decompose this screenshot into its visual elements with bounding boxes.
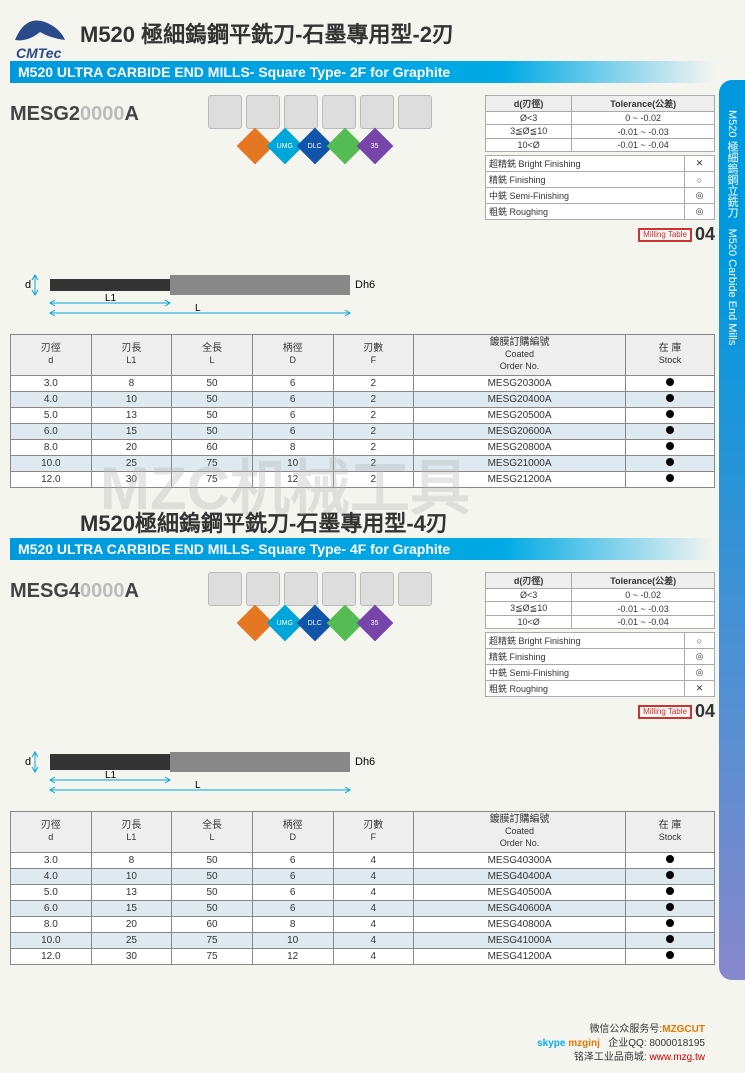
section1-table-header: 刃徑d刃長L1全長L柄徑D刃數F鍍膜訂購編號CoatedOrder No.在 庫…: [11, 335, 715, 376]
material-icon: [246, 572, 280, 606]
column-header: 全長L: [172, 812, 253, 853]
coating-diamond-icon: 35: [357, 128, 394, 165]
svg-text:L: L: [195, 780, 201, 791]
column-header: 刃數F: [333, 335, 414, 376]
table-row: 4.0105062MESG20400A: [11, 392, 715, 408]
section1-table-body: 3.085062MESG20300A4.0105062MESG20400A5.0…: [11, 376, 715, 488]
section2-table-body: 3.085064MESG40300A4.0105064MESG40400A5.0…: [11, 853, 715, 965]
coating-diamond-icon: 35: [357, 605, 394, 642]
column-header: 在 庫Stock: [625, 335, 714, 376]
table-row: 精銑 Finishing○: [486, 172, 715, 188]
table-row: 6.0155062MESG20600A: [11, 424, 715, 440]
section1-diagram: d Dh6 L1 L: [10, 255, 715, 320]
table-row: 8.0206084MESG40800A: [11, 917, 715, 933]
table-row: 3≦Ø≦10-0.01 ~ -0.03: [486, 602, 715, 616]
table-row: 4.0105064MESG40400A: [11, 869, 715, 885]
column-header: 鍍膜訂購編號CoatedOrder No.: [414, 335, 626, 376]
column-header: 刃長L1: [91, 335, 172, 376]
material-icon: [360, 572, 394, 606]
material-icon: [398, 572, 432, 606]
table-row: 10.02575104MESG41000A: [11, 933, 715, 949]
table-row: 5.0135064MESG40500A: [11, 885, 715, 901]
section2-diagram: d Dh6 L1 L: [10, 732, 715, 797]
section1-icons: UMGDLC35: [208, 95, 477, 159]
table-row: 超精銑 Bright Finishing○: [486, 633, 715, 649]
section2-mini-tables: d(刃徑)Tolerance(公差) Ø<30 ~ -0.023≦Ø≦10-0.…: [485, 572, 715, 722]
table-row: Ø<30 ~ -0.02: [486, 589, 715, 602]
table-row: 6.0155064MESG40600A: [11, 901, 715, 917]
material-icon: [322, 95, 356, 129]
section2-finish-body: 超精銑 Bright Finishing○精銑 Finishing◎中銑 Sem…: [486, 633, 715, 697]
section1-title-en: M520 ULTRA CARBIDE END MILLS- Square Typ…: [10, 61, 715, 83]
table-row: 中銑 Semi-Finishing◎: [486, 188, 715, 204]
milling-badge: Milling Table04: [485, 224, 715, 245]
table-row: 粗銑 Roughing✕: [486, 681, 715, 697]
table-row: 10<Ø-0.01 ~ -0.04: [486, 616, 715, 629]
section1-model: MESG20000A: [10, 95, 200, 126]
section1-title-cn: M520 極細鎢鋼平銑刀-石墨專用型-2刃: [80, 17, 454, 49]
svg-text:d: d: [25, 756, 31, 768]
side-tab: M520 極細鎢鋼立銑刀 M520 Carbide End Mills: [719, 80, 745, 980]
table-row: 3.085064MESG40300A: [11, 853, 715, 869]
svg-text:d: d: [25, 279, 31, 291]
section1-mini-tables: d(刃徑)Tolerance(公差) Ø<30 ~ -0.023≦Ø≦10-0.…: [485, 95, 715, 245]
milling-badge: Milling Table04: [485, 701, 715, 722]
material-icon: [208, 572, 242, 606]
material-icon: [360, 95, 394, 129]
material-icon: [246, 95, 280, 129]
table-row: 12.03075124MESG41200A: [11, 949, 715, 965]
table-row: 精銑 Finishing◎: [486, 649, 715, 665]
table-row: Ø<30 ~ -0.02: [486, 112, 715, 125]
logo: [10, 10, 70, 55]
table-row: 3.085062MESG20300A: [11, 376, 715, 392]
material-icon: [284, 572, 318, 606]
column-header: 刃徑d: [11, 812, 92, 853]
table-row: 10<Ø-0.01 ~ -0.04: [486, 139, 715, 152]
column-header: 全長L: [172, 335, 253, 376]
section2-icons: UMGDLC35: [208, 572, 477, 636]
column-header: 鍍膜訂購編號CoatedOrder No.: [414, 812, 626, 853]
section2-tolerance-body: Ø<30 ~ -0.023≦Ø≦10-0.01 ~ -0.0310<Ø-0.01…: [486, 589, 715, 629]
section1-tolerance-table: d(刃徑)Tolerance(公差) Ø<30 ~ -0.023≦Ø≦10-0.…: [485, 95, 715, 152]
column-header: 柄徑D: [252, 335, 333, 376]
table-row: 8.0206082MESG20800A: [11, 440, 715, 456]
column-header: 刃數F: [333, 812, 414, 853]
section1-data-table: 刃徑d刃長L1全長L柄徑D刃數F鍍膜訂購編號CoatedOrder No.在 庫…: [10, 334, 715, 488]
section1-finish-table: 超精銑 Bright Finishing✕精銑 Finishing○中銑 Sem…: [485, 155, 715, 220]
material-icon: [398, 95, 432, 129]
table-row: 12.03075122MESG21200A: [11, 472, 715, 488]
footer-info: 微信公众服务号:MZGCUT skype mzginj 企业QQ: 800001…: [537, 1023, 705, 1065]
table-row: 超精銑 Bright Finishing✕: [486, 156, 715, 172]
section1-tolerance-body: Ø<30 ~ -0.023≦Ø≦10-0.01 ~ -0.0310<Ø-0.01…: [486, 112, 715, 152]
column-header: 刃徑d: [11, 335, 92, 376]
section2-title-en: M520 ULTRA CARBIDE END MILLS- Square Typ…: [10, 538, 715, 560]
side-tab-text: M520 極細鎢鋼立銑刀 M520 Carbide End Mills: [724, 110, 740, 345]
section2-title-cn: M520極細鎢鋼平銑刀-石墨專用型-4刃: [80, 506, 715, 538]
table-row: 5.0135062MESG20500A: [11, 408, 715, 424]
svg-text:L: L: [195, 303, 201, 314]
section2-tolerance-table: d(刃徑)Tolerance(公差) Ø<30 ~ -0.023≦Ø≦10-0.…: [485, 572, 715, 629]
table-row: 粗銑 Roughing◎: [486, 204, 715, 220]
section1-diamonds: UMGDLC35: [208, 133, 477, 159]
section2-table-header: 刃徑d刃長L1全長L柄徑D刃數F鍍膜訂購編號CoatedOrder No.在 庫…: [11, 812, 715, 853]
section2-model: MESG40000A: [10, 572, 200, 603]
column-header: 在 庫Stock: [625, 812, 714, 853]
svg-text:Dh6: Dh6: [355, 756, 375, 768]
table-row: 3≦Ø≦10-0.01 ~ -0.03: [486, 125, 715, 139]
section2-finish-table: 超精銑 Bright Finishing○精銑 Finishing◎中銑 Sem…: [485, 632, 715, 697]
section2-diamonds: UMGDLC35: [208, 610, 477, 636]
svg-text:Dh6: Dh6: [355, 279, 375, 291]
material-icon: [284, 95, 318, 129]
svg-text:L1: L1: [105, 293, 117, 304]
svg-text:L1: L1: [105, 770, 117, 781]
table-row: 中銑 Semi-Finishing◎: [486, 665, 715, 681]
material-icon: [208, 95, 242, 129]
column-header: 柄徑D: [252, 812, 333, 853]
table-row: 10.02575102MESG21000A: [11, 456, 715, 472]
column-header: 刃長L1: [91, 812, 172, 853]
section2-data-table: 刃徑d刃長L1全長L柄徑D刃數F鍍膜訂購編號CoatedOrder No.在 庫…: [10, 811, 715, 965]
material-icon: [322, 572, 356, 606]
section1-finish-body: 超精銑 Bright Finishing✕精銑 Finishing○中銑 Sem…: [486, 156, 715, 220]
